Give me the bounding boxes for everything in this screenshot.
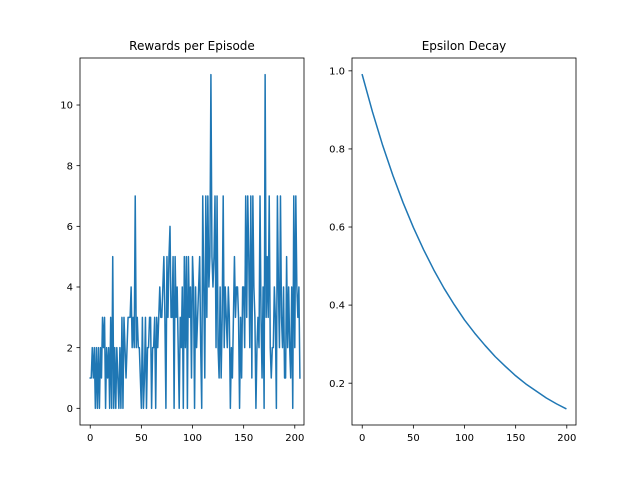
- series-line-epsilon: [361, 73, 567, 410]
- y-tick-label: 0.4: [329, 301, 345, 312]
- chart-panel-rewards: 0 50 100 150 200 0 2 4 6 8 10 Rewards per Episode: [60, 39, 305, 444]
- chart-title-rewards: Rewards per Episode: [129, 39, 255, 53]
- y-tick-label: 0: [67, 404, 73, 415]
- x-tick-label: 100: [183, 433, 202, 444]
- y-tick-label: 0.8: [329, 145, 345, 156]
- x-tick-label: 150: [234, 433, 253, 444]
- y-tick-label: 0.6: [329, 223, 345, 234]
- y-tick-label: 6: [67, 222, 73, 233]
- x-tick-label: 0: [359, 433, 365, 444]
- y-tick-label: 8: [67, 161, 73, 172]
- axes-frame-epsilon: [351, 57, 577, 426]
- series-line-rewards: [89, 73, 301, 410]
- x-tick-label: 200: [285, 433, 304, 444]
- y-tick-label: 1.0: [329, 66, 345, 77]
- chart-title-epsilon: Epsilon Decay: [422, 39, 507, 53]
- axes-frame-rewards: [79, 57, 305, 426]
- x-tick-label: 200: [557, 433, 576, 444]
- y-tick-label: 2: [67, 343, 73, 354]
- x-tick-label: 50: [407, 433, 420, 444]
- x-tick-label: 50: [135, 433, 148, 444]
- x-tick-label: 0: [87, 433, 93, 444]
- chart-panel-epsilon: 0 50 100 150 200 0.2 0.4 0.6 0.8 1.0 Epsilon Decay: [329, 39, 577, 444]
- y-tick-label: 0.2: [329, 379, 345, 390]
- y-tick-label: 4: [67, 283, 73, 294]
- x-tick-label: 150: [506, 433, 525, 444]
- x-tick-label: 100: [455, 433, 474, 444]
- y-tick-label: 10: [60, 101, 73, 112]
